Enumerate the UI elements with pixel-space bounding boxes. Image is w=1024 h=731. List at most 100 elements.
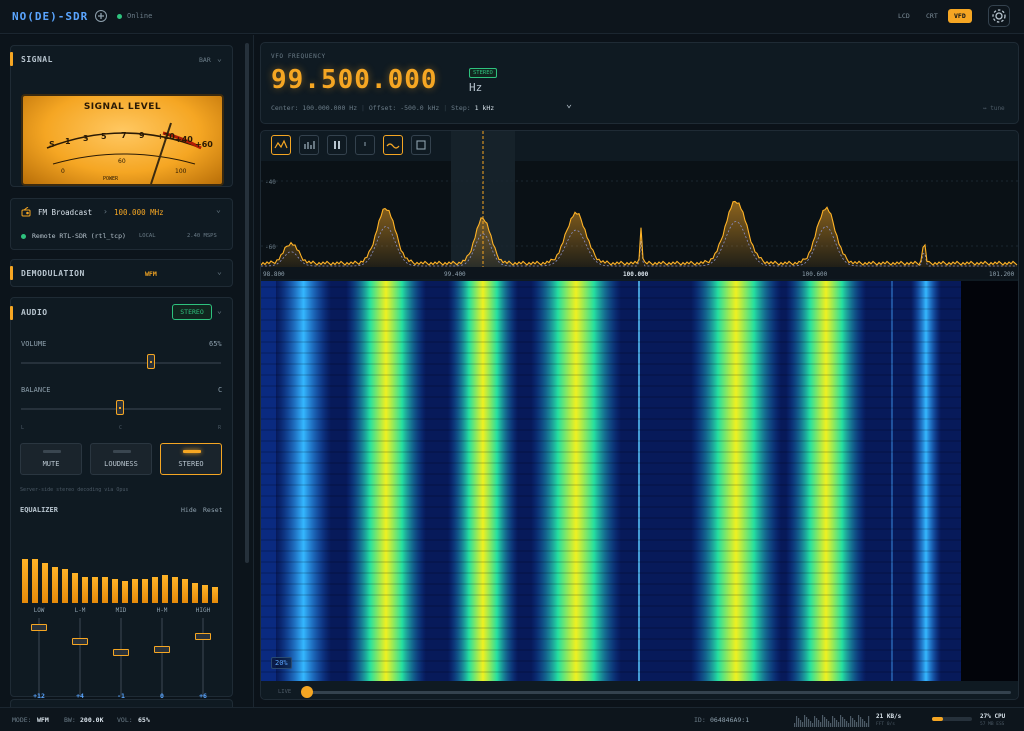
network-bar <box>846 721 848 727</box>
vu-scale-top-label: +40 <box>175 135 193 144</box>
waterfall-signal-band <box>911 281 941 681</box>
eq-band-label: HIGH <box>195 607 211 614</box>
vu-scale-bottom-label: 100 <box>175 168 187 175</box>
waterfall-zoom-label: 20% <box>271 657 292 669</box>
vu-scale-top-label: S <box>49 140 55 149</box>
status-id-label: ID: <box>694 716 706 724</box>
equalizer-title: EQUALIZER <box>20 506 58 514</box>
step-label: Step: <box>451 104 471 112</box>
eq-fader-handle[interactable] <box>31 624 47 631</box>
frequency-tick-label: 98.800 <box>263 271 285 278</box>
network-bar <box>838 722 840 727</box>
mode-crt-button[interactable]: CRT <box>926 12 938 20</box>
volume-slider-handle[interactable] <box>147 354 155 369</box>
spectrum-icon <box>274 139 288 149</box>
sidebar-scrollbar[interactable] <box>245 43 249 563</box>
mute-button[interactable]: MUTE <box>20 443 82 475</box>
add-receiver-button[interactable] <box>95 10 107 22</box>
center-value: 100.000.000 Hz <box>302 104 358 112</box>
eq-reset-button[interactable]: Reset <box>203 506 223 514</box>
source-name: Remote RTL-SDR (rtl_tcp) <box>32 232 126 240</box>
volume-slider[interactable] <box>21 362 221 364</box>
waterfall-signal-band <box>448 281 518 681</box>
peak-hold-button[interactable] <box>355 135 375 155</box>
status-dot-icon <box>117 13 122 19</box>
frequency-axis <box>261 267 1018 279</box>
eq-band-value: 0 <box>160 692 164 700</box>
loudness-label: LOUDNESS <box>104 460 138 468</box>
status-mode-label: MODE: <box>12 716 32 724</box>
bars-view-button[interactable] <box>299 135 319 155</box>
network-bar <box>800 720 802 727</box>
eq-fader-handle[interactable] <box>72 638 88 645</box>
eq-band-value: +6 <box>199 692 207 700</box>
waterfall-signal-band <box>531 281 621 681</box>
vu-scale-top-label: +60 <box>195 140 213 149</box>
step-value[interactable]: 1 kHz <box>474 104 495 112</box>
audio-chevron-icon[interactable]: ⌄ <box>217 306 222 315</box>
vu-scale-top-label: 5 <box>101 132 107 141</box>
spectrum-display[interactable]: -40 -60 98.800 99.400 100.000 100.600 101.200 <box>261 131 1018 700</box>
timeline-slider[interactable] <box>306 691 1011 694</box>
stereo-button[interactable]: STEREO <box>160 443 222 475</box>
network-bar <box>822 715 824 727</box>
eq-spectrum-bar <box>52 567 58 603</box>
eq-fader-handle[interactable] <box>154 646 170 653</box>
vfo-details: Center: 100.000.000 Hz | Offset: -500.0 … <box>271 104 495 112</box>
eq-fader-track[interactable] <box>202 618 204 696</box>
timeline-handle[interactable] <box>301 686 313 698</box>
vfo-stereo-badge: STEREO <box>469 68 497 78</box>
mode-vfd-button[interactable]: VFD <box>948 9 972 23</box>
network-bar <box>852 718 854 727</box>
eq-spectrum-bar <box>102 577 108 603</box>
network-bar <box>834 718 836 727</box>
spectrum-panel: -40 -60 98.800 99.400 100.000 100.600 101.200 … <box>260 130 1019 700</box>
eq-fader-track[interactable] <box>120 618 122 696</box>
step-chevron-icon[interactable]: ⌄ <box>566 99 573 110</box>
vu-scale-top-label: 9 <box>139 131 145 140</box>
spectrum-view-button[interactable] <box>271 135 291 155</box>
vfo-frequency[interactable]: 99.500.000 <box>271 65 438 95</box>
eq-fader-track[interactable] <box>161 618 163 696</box>
mode-lcd-button[interactable]: LCD <box>898 12 910 20</box>
station-frequency: 100.000 MHz <box>114 208 164 217</box>
signal-title: SIGNAL <box>21 55 53 64</box>
balance-slider-handle[interactable] <box>116 400 124 415</box>
chevron-down-icon[interactable]: ⌄ <box>217 54 222 63</box>
vu-caption: POWER <box>103 176 119 182</box>
network-bar <box>862 719 864 727</box>
demodulation-panel[interactable]: DEMODULATION WFM ⌄ <box>10 259 233 287</box>
signal-view-select[interactable]: BAR <box>199 56 211 64</box>
eq-fader-track[interactable] <box>79 618 81 696</box>
station-name[interactable]: FM Broadcast <box>38 208 93 217</box>
source-tag: LOCAL <box>139 233 156 239</box>
eq-fader-track[interactable] <box>38 618 40 696</box>
vu-scale-bottom-label: 60 <box>118 158 126 165</box>
average-button[interactable] <box>383 135 403 155</box>
status-bw: 200.0K <box>80 716 104 724</box>
network-activity-graph <box>794 715 870 727</box>
loudness-button[interactable]: LOUDNESS <box>90 443 152 475</box>
eq-spectrum-bar <box>72 573 78 603</box>
demod-chevron-icon[interactable]: ⌄ <box>217 267 222 276</box>
pause-button[interactable] <box>327 135 347 155</box>
network-bar <box>858 715 860 727</box>
db-label: -40 <box>265 179 276 186</box>
chip-button[interactable] <box>411 135 431 155</box>
station-chevron-icon[interactable]: ⌄ <box>216 205 221 214</box>
spectrum-fill <box>261 201 1018 269</box>
eq-fader-handle[interactable] <box>113 649 129 656</box>
offset-label: Offset: <box>368 104 397 112</box>
network-bar <box>804 715 806 727</box>
spectrum-trace <box>261 200 1018 266</box>
status-mode: WFM <box>37 716 49 724</box>
network-bar <box>826 719 828 727</box>
network-bar <box>830 723 832 727</box>
stereo-note: Server-side stereo decoding via Opus <box>20 487 129 493</box>
eq-spectrum-bar <box>202 585 208 603</box>
eq-fader-handle[interactable] <box>195 633 211 640</box>
eq-hide-button[interactable]: Hide <box>181 506 197 514</box>
status-cpu: 27% CPU <box>980 713 1006 720</box>
settings-button[interactable] <box>988 5 1010 27</box>
main-area: VFO FREQUENCY 99.500.000 STEREO Hz Cente… <box>255 35 1024 707</box>
